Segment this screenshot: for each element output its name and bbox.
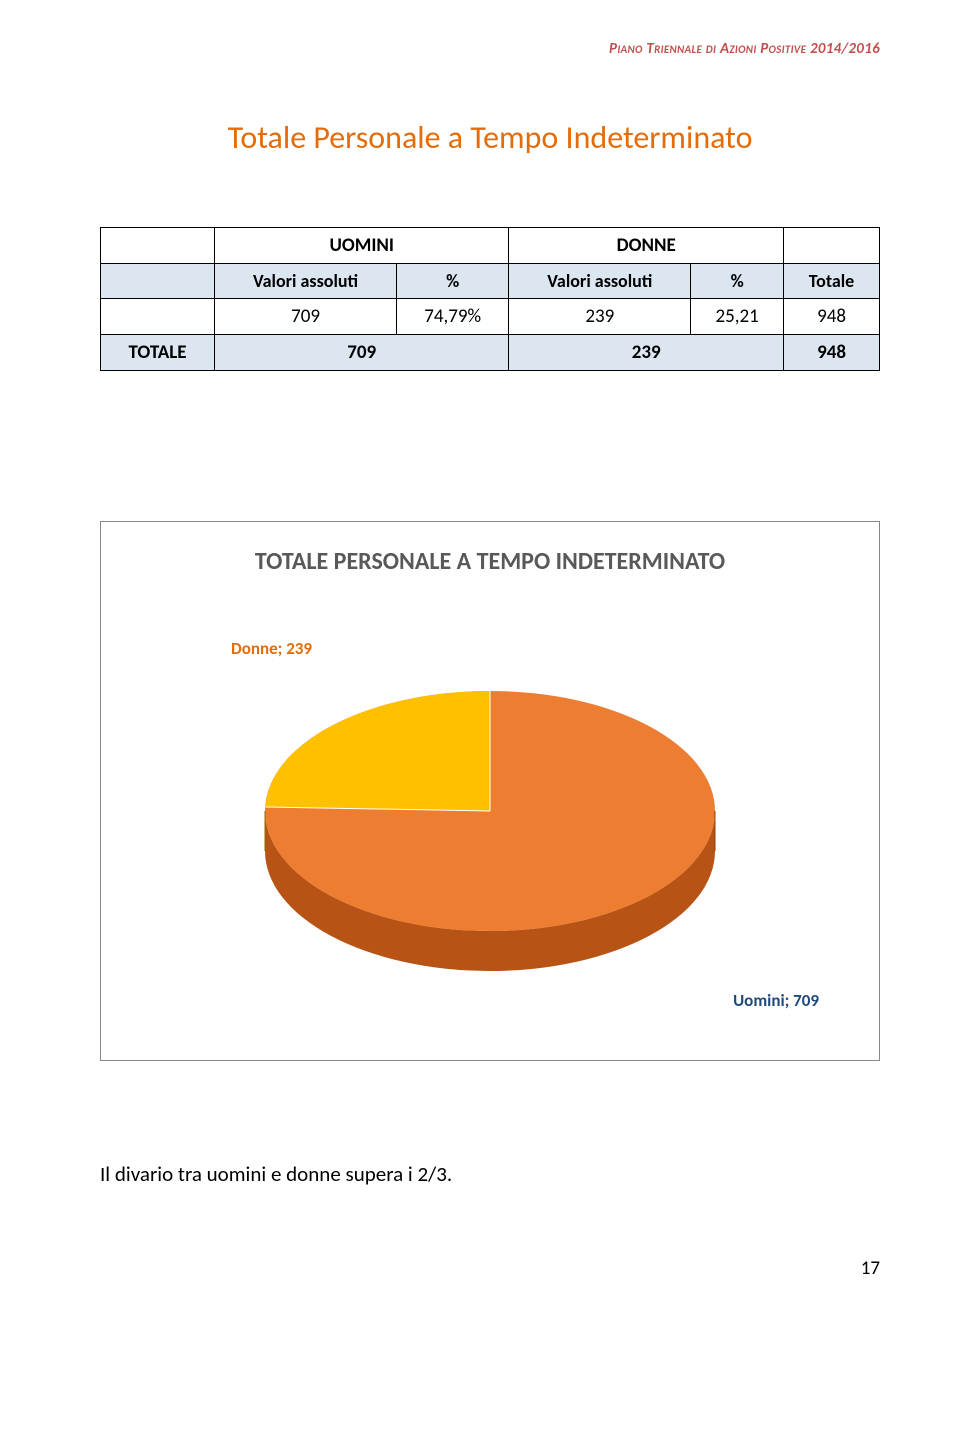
table-subheader-valori-2: Valori assoluti xyxy=(509,264,691,299)
main-title: Totale Personale a Tempo Indeterminato xyxy=(100,118,880,157)
pie-area: Donne; 239 Uomini; 709 xyxy=(131,606,849,1026)
pie-top-donne xyxy=(265,691,490,811)
table-totale-row: TOTALE 709 239 948 xyxy=(101,335,880,371)
pie-chart xyxy=(210,636,770,996)
page-number: 17 xyxy=(100,1257,880,1280)
table-totale-val: 948 xyxy=(784,335,880,371)
table-row: 709 74,79% 239 25,21 948 xyxy=(101,299,880,335)
table-blank-subheader xyxy=(101,264,215,299)
table-cell-totale: 948 xyxy=(784,299,880,335)
table-header-uomini: UOMINI xyxy=(215,228,509,264)
bottom-text: Il divario tra uomini e donne supera i 2… xyxy=(100,1161,880,1187)
table-blank-cell xyxy=(101,299,215,335)
table-cell-donne-pct: 25,21 xyxy=(691,299,784,335)
table-subheader-pct-1: % xyxy=(397,264,509,299)
table-blank-header-2 xyxy=(784,228,880,264)
table-subheader-valori-1: Valori assoluti xyxy=(215,264,397,299)
table-subheader-totale: Totale xyxy=(784,264,880,299)
table-cell-uomini-pct: 74,79% xyxy=(397,299,509,335)
table-blank-header xyxy=(101,228,215,264)
uomini-label: Uomini; 709 xyxy=(733,990,819,1011)
document-header: Piano Triennale di Azioni Positive 2014/… xyxy=(100,40,880,58)
data-table: UOMINI DONNE Valori assoluti % Valori as… xyxy=(100,227,880,371)
table-cell-uomini-val: 709 xyxy=(215,299,397,335)
table-totale-uomini: 709 xyxy=(215,335,509,371)
chart-title: TOTALE PERSONALE A TEMPO INDETERMINATO xyxy=(131,547,849,576)
pie-chart-container: TOTALE PERSONALE A TEMPO INDETERMINATO D… xyxy=(100,521,880,1061)
table-totale-label: TOTALE xyxy=(101,335,215,371)
table-cell-donne-val: 239 xyxy=(509,299,691,335)
table-totale-donne: 239 xyxy=(509,335,784,371)
table-header-donne: DONNE xyxy=(509,228,784,264)
table-subheader-pct-2: % xyxy=(691,264,784,299)
